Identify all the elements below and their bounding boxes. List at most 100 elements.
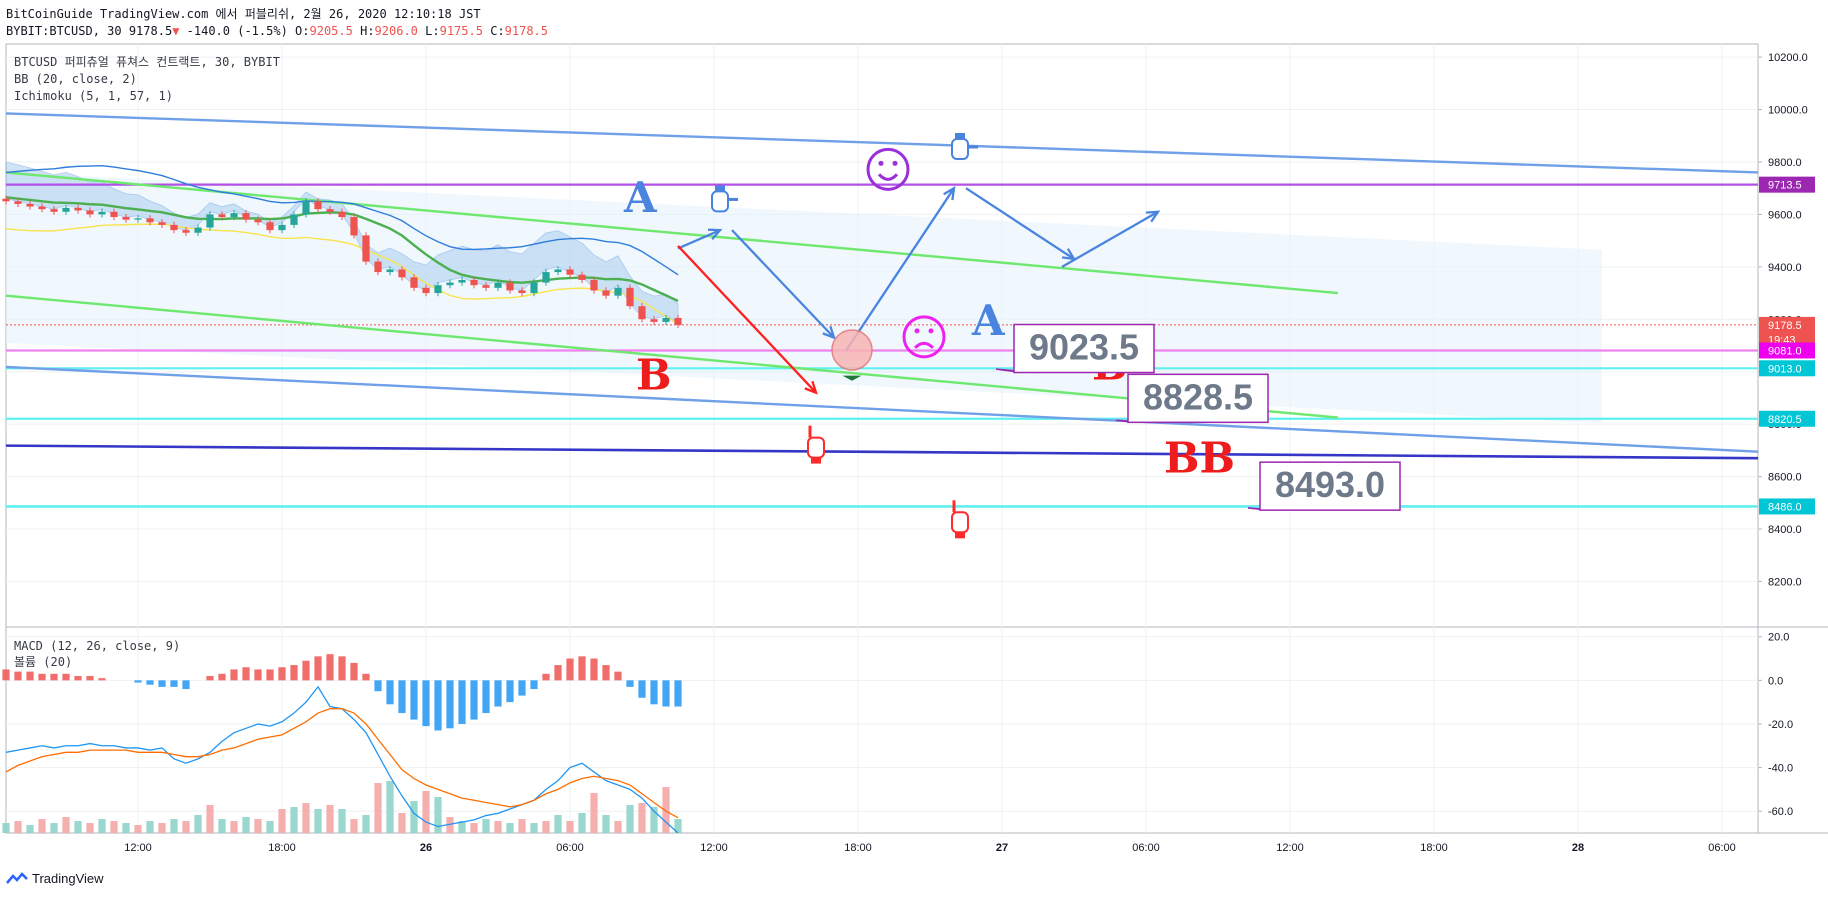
macd-hist-bar (74, 675, 82, 681)
y-tick-label: 8600.0 (1768, 472, 1802, 484)
price-label: 8486.0 (1768, 501, 1802, 513)
candle-body (638, 306, 646, 320)
arrow-up-c-head (1145, 210, 1161, 223)
channel-top-line (5, 112, 1759, 174)
x-tick-label: 06:00 (556, 842, 584, 854)
volume-bar (494, 821, 502, 833)
bb-lower-line (5, 223, 679, 325)
x-tick-label: 12:00 (124, 842, 152, 854)
macd-hist-bar (218, 673, 226, 681)
macd-hist-bar (374, 680, 382, 692)
macd-hist-bar (638, 680, 646, 698)
callout-box: 9023.5 (995, 323, 1155, 374)
volume-bar (554, 815, 562, 833)
volume-bar (470, 823, 478, 833)
arrow-down-a-head (822, 325, 836, 340)
macd-y-tick-label: -60.0 (1768, 806, 1793, 818)
arrow-up-a (677, 229, 721, 250)
volume-bar (50, 823, 58, 833)
callout-value: 8828.5 (1143, 376, 1253, 417)
macd-hist-bar (362, 673, 370, 681)
macd-hist-bar (290, 665, 298, 681)
candle-body (398, 269, 406, 278)
y-tick-label: 8400.0 (1768, 524, 1802, 536)
legend-volume[interactable]: 볼륨 (20) (14, 655, 72, 669)
price-label: 9081.0 (1768, 345, 1802, 357)
low-label: L: (425, 24, 440, 38)
candle-body (182, 230, 190, 233)
macd-hist-bar (278, 667, 286, 681)
price-label-box (1759, 176, 1815, 193)
happy-face-icon (866, 147, 910, 191)
volume-bar (110, 821, 118, 833)
candle-body (194, 227, 202, 233)
volume-bar (386, 781, 394, 833)
macd-hist-bar (662, 680, 670, 707)
price-label: 9013.0 (1768, 363, 1802, 375)
volume-bar (290, 807, 298, 833)
candle-body (266, 222, 274, 231)
candle-body (602, 290, 610, 296)
candle-body (338, 211, 346, 218)
macd-hist-bar (566, 658, 574, 681)
macd-hist-bar (62, 673, 70, 681)
volume-bar (98, 819, 106, 833)
price-label-box (1759, 360, 1815, 377)
arrow-up-b (845, 187, 955, 352)
macd-hist-bar (626, 680, 634, 687)
low-value: 9175.5 (439, 24, 483, 38)
volume-bar (422, 791, 430, 833)
legend-ichimoku[interactable]: Ichimoku (5, 1, 57, 1) (14, 89, 173, 103)
close-value: 9178.5 (504, 24, 548, 38)
volume-bar (530, 823, 538, 833)
price-label-box (1759, 410, 1815, 427)
candle-body (554, 269, 562, 273)
label-a-2: A (971, 296, 1006, 345)
macd-hist-bar (2, 669, 10, 681)
price-label: 9178.5 (1768, 320, 1802, 332)
open-label: O: (295, 24, 310, 38)
channel-fill (6, 172, 1602, 423)
macd-hist-bar (422, 680, 430, 727)
high-value: 9206.0 (374, 24, 418, 38)
volume-bar (518, 819, 526, 833)
ohlc-readout: BYBIT:BTCUSD, 30 9178.5▼ -140.0 (-1.5%) … (6, 24, 548, 38)
arrow-up-b-head (943, 185, 956, 201)
y-tick-label: 9800.0 (1768, 157, 1802, 169)
candle-body (374, 261, 382, 273)
y-tick-label: 9400.0 (1768, 262, 1802, 274)
candle-body (242, 213, 250, 220)
legend-title[interactable]: BTCUSD 퍼피츄얼 퓨쳐스 컨트랙트, 30, BYBIT (14, 55, 280, 69)
macd-hist-bar (254, 669, 262, 681)
candle-body (626, 287, 634, 307)
x-tick-label: 12:00 (700, 842, 728, 854)
volume-bar (338, 809, 346, 833)
legend-macd[interactable]: MACD (12, 26, close, 9) (14, 639, 180, 653)
candle-body (302, 201, 310, 215)
legend-bb[interactable]: BB (20, close, 2) (14, 72, 137, 86)
macd-hist-bar (398, 680, 406, 714)
price-label-box (1759, 498, 1815, 515)
candle-body (158, 222, 166, 225)
candle-body (86, 210, 94, 215)
candle-body (542, 272, 550, 283)
macd-hist-bar (242, 667, 250, 681)
volume-bar (122, 823, 130, 833)
volume-bar (38, 819, 46, 833)
macd-hist-bar (26, 671, 34, 681)
footer-brand[interactable]: TradingView (6, 871, 104, 886)
navy-support-line (5, 444, 1759, 460)
candle-body (434, 285, 442, 294)
macd-hist-bar (530, 680, 538, 690)
candle-body (662, 317, 670, 322)
macd-hist-bar (206, 675, 214, 681)
volume-bar (230, 821, 238, 833)
volume-bar (314, 809, 322, 833)
macd-hist-bar (386, 680, 394, 705)
y-tick-label: 9600.0 (1768, 209, 1802, 221)
volume-bar (602, 815, 610, 833)
macd-hist-bar (326, 654, 334, 681)
macd-hist-bar (578, 656, 586, 681)
up-marker-icon (842, 375, 862, 381)
